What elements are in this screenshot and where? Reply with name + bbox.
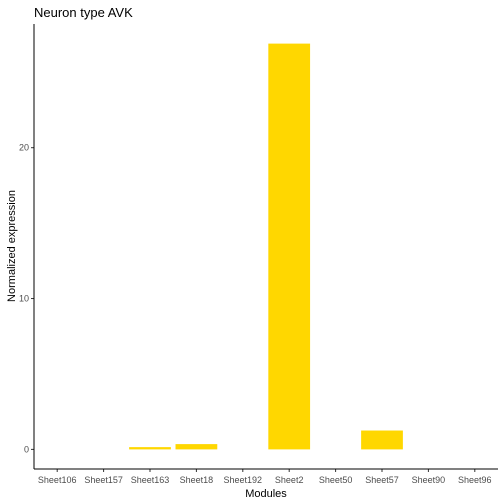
x-tick-label: Sheet2 xyxy=(275,475,304,485)
y-tick-label: 20 xyxy=(19,143,29,153)
x-tick-label: Sheet90 xyxy=(412,475,446,485)
y-tick-label: 10 xyxy=(19,294,29,304)
bar-sheet18 xyxy=(175,444,218,450)
bar-sheet163 xyxy=(129,447,171,450)
y-tick-label: 0 xyxy=(24,444,29,454)
chart-title: Neuron type AVK xyxy=(34,5,133,20)
x-tick-label: Sheet50 xyxy=(319,475,353,485)
y-axis-ticks: 0 10 20 xyxy=(19,143,34,454)
y-axis-label: Normalized expression xyxy=(6,190,18,302)
bars-group xyxy=(129,43,403,450)
x-axis-ticks: Sheet106 Sheet157 Sheet163 Sheet18 Sheet192 S… xyxy=(38,469,492,485)
bar-sheet2 xyxy=(268,43,311,450)
x-tick-label: Sheet157 xyxy=(84,475,123,485)
x-tick-label: Sheet57 xyxy=(365,475,399,485)
x-tick-label: Sheet163 xyxy=(131,475,170,485)
x-tick-label: Sheet192 xyxy=(224,475,263,485)
x-tick-label: Sheet96 xyxy=(458,475,492,485)
x-tick-label: Sheet106 xyxy=(38,475,77,485)
x-axis-label: Modules xyxy=(245,488,287,500)
x-tick-label: Sheet18 xyxy=(180,475,214,485)
bar-sheet57 xyxy=(361,430,403,450)
